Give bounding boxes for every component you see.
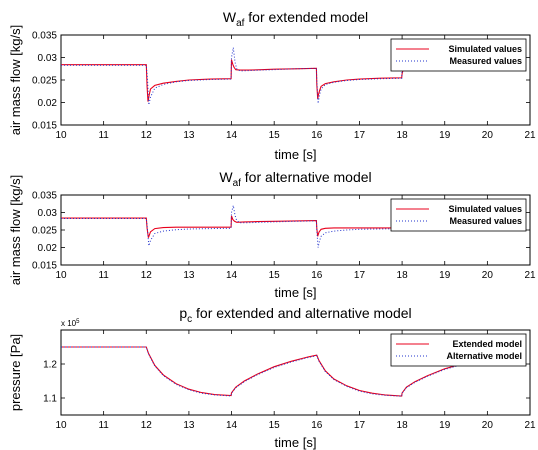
chart-title-rest: for extended model	[244, 9, 368, 25]
x-tick-label: 14	[226, 130, 238, 141]
x-tick-label: 16	[311, 270, 323, 281]
multiplier-exponent: 5	[76, 319, 80, 325]
x-tick-label: 16	[311, 130, 323, 141]
x-tick-label: 12	[141, 420, 153, 431]
x-tick-label: 17	[354, 270, 366, 281]
chart-title-subscript: af	[233, 178, 242, 189]
legend-label: Measured values	[449, 56, 522, 66]
x-tick-label: 18	[397, 420, 409, 431]
x-tick-label: 11	[98, 420, 109, 431]
legend-label: Simulated values	[448, 44, 522, 54]
x-tick-label: 13	[183, 130, 195, 141]
x-tick-label: 13	[183, 270, 195, 281]
y-axis-label: air mass flow [kg/s]	[8, 25, 23, 136]
y-tick-label: 1.2	[43, 360, 57, 371]
x-tick-label: 12	[141, 270, 153, 281]
x-tick-label: 19	[439, 420, 451, 431]
x-tick-label: 10	[55, 130, 67, 141]
y-tick-label: 0.025	[32, 76, 57, 87]
y-tick-label: 0.035	[32, 31, 57, 42]
x-tick-label: 20	[482, 270, 494, 281]
legend: Simulated values Measured values	[390, 38, 527, 72]
x-tick-label: 14	[226, 420, 238, 431]
multiplier-base: x 10	[61, 319, 77, 328]
chart-title: Waf for alternative model	[219, 169, 371, 189]
legend-box	[390, 38, 527, 72]
y-axis-multiplier: x 105	[61, 319, 80, 328]
chart-title-main: p	[179, 305, 187, 321]
chart-panel-3: 10 11 12 13 14 15 16 17 18 19 20 21 1.1 1.2 pc for ext…	[8, 305, 536, 450]
y-tick-label: 0.025	[32, 226, 57, 237]
x-tick-label: 11	[98, 130, 109, 141]
x-tick-label: 18	[397, 130, 409, 141]
y-tick-label: 0.03	[38, 53, 58, 64]
legend-label: Measured values	[449, 216, 522, 226]
x-tick-label: 15	[269, 130, 281, 141]
x-tick-label: 18	[397, 270, 409, 281]
y-tick-label: 0.03	[38, 208, 58, 219]
chart-title-subscript: c	[187, 314, 192, 325]
x-tick-label: 13	[183, 420, 195, 431]
legend-box	[390, 333, 527, 367]
x-axis-label: time [s]	[275, 435, 317, 450]
chart-panel-2: 10 11 12 13 14 15 16 17 18 19 20 21 0.015 0.02 0.025 0.…	[8, 169, 536, 300]
chart-title-main: W	[219, 169, 233, 185]
y-axis-label: pressure [Pa]	[8, 334, 23, 411]
legend-label: Simulated values	[448, 204, 522, 214]
x-tick-label: 21	[524, 270, 536, 281]
x-tick-label: 20	[482, 130, 494, 141]
chart-title-subscript: af	[236, 18, 245, 29]
y-tick-label: 0.02	[38, 243, 58, 254]
x-axis-label: time [s]	[275, 285, 317, 300]
y-tick-label: 0.015	[32, 261, 57, 272]
x-axis-label: time [s]	[275, 147, 317, 162]
chart-title: Waf for extended model	[223, 9, 368, 29]
y-tick-label: 0.035	[32, 191, 57, 202]
x-tick-label: 19	[439, 270, 451, 281]
x-tick-label: 12	[141, 130, 153, 141]
x-tick-label: 20	[482, 420, 494, 431]
chart-panel-1: 10 11 12 13 14 15 16 17 18 19 20 21 0.015 0.02 0.025 0.…	[8, 9, 536, 162]
x-tick-label: 14	[226, 270, 238, 281]
chart-title: pc for extended and alternative model	[179, 305, 411, 325]
x-tick-label: 21	[524, 420, 536, 431]
x-tick-label: 10	[55, 420, 67, 431]
legend-label: Alternative model	[446, 351, 522, 361]
x-tick-label: 10	[55, 270, 67, 281]
x-tick-label: 15	[269, 420, 281, 431]
chart-title-main: W	[223, 9, 237, 25]
x-tick-label: 17	[354, 130, 366, 141]
x-tick-label: 11	[98, 270, 109, 281]
x-tick-label: 17	[354, 420, 366, 431]
y-tick-label: 0.015	[32, 121, 57, 132]
series-line-primary	[61, 346, 488, 397]
y-tick-label: 1.1	[43, 394, 57, 405]
chart-title-rest: for extended and alternative model	[192, 305, 411, 321]
legend: Extended model Alternative model	[390, 333, 527, 367]
legend: Simulated values Measured values	[390, 198, 527, 232]
chart-title-rest: for alternative model	[241, 169, 372, 185]
x-tick-label: 19	[439, 130, 451, 141]
legend-box	[390, 198, 527, 232]
x-tick-label: 15	[269, 270, 281, 281]
x-tick-label: 21	[524, 130, 536, 141]
legend-label: Extended model	[452, 339, 522, 349]
x-tick-label: 16	[311, 420, 323, 431]
y-tick-label: 0.02	[38, 98, 58, 109]
y-axis-label: air mass flow [kg/s]	[8, 175, 23, 286]
